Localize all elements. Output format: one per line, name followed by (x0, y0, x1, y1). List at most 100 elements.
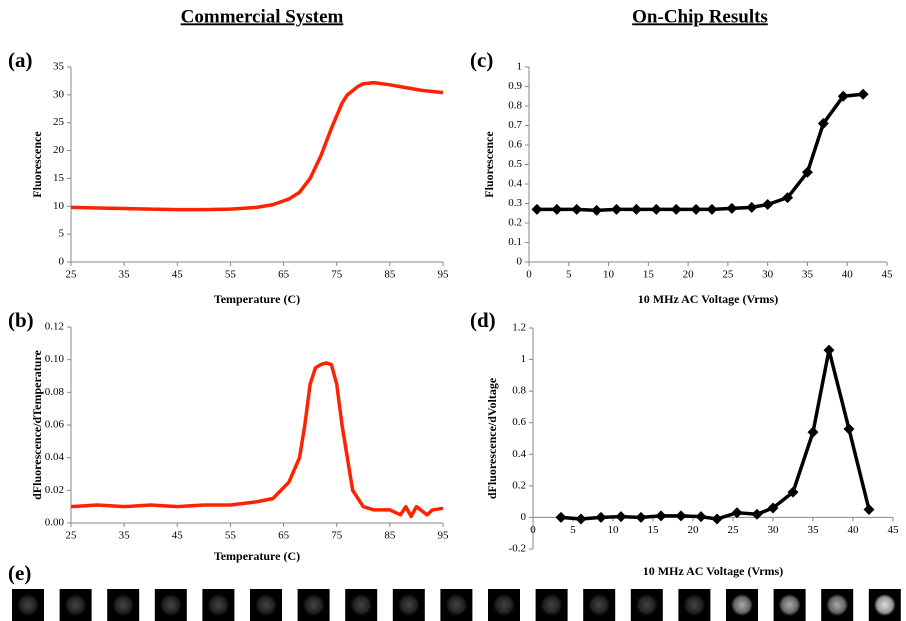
marker (531, 204, 542, 215)
marker (616, 511, 627, 522)
marker (576, 514, 587, 525)
droplet (636, 594, 658, 616)
y-tick-label: 20 (53, 144, 65, 156)
y-tick-label: 0.08 (45, 386, 65, 398)
x-tick-label: 15 (648, 524, 660, 536)
y-tick-label: 0.2 (508, 217, 522, 229)
droplet (207, 594, 229, 616)
marker (746, 202, 757, 213)
x-tick-label: 85 (384, 530, 396, 542)
y-tick-label: 0.10 (45, 353, 65, 365)
y-tick-label: 0.8 (508, 100, 522, 112)
marker (651, 204, 662, 215)
x-tick-label: 95 (438, 269, 450, 281)
data-line (71, 363, 443, 517)
y-tick-label: 0 (59, 256, 65, 268)
heading: Commercial System (181, 6, 344, 27)
marker (631, 204, 642, 215)
marker (864, 504, 875, 515)
x-tick-label: 75 (331, 269, 343, 281)
x-tick-label: 25 (66, 269, 78, 281)
droplet (17, 594, 39, 616)
droplet (683, 594, 705, 616)
x-axis-title: 10 MHz AC Voltage (Vrms) (643, 564, 783, 578)
droplet (255, 594, 277, 616)
y-tick-label: 0.02 (45, 484, 64, 496)
droplet (588, 594, 610, 616)
y-tick-label: 1 (521, 353, 527, 365)
y-tick-label: 0 (521, 511, 527, 523)
x-tick-label: 45 (888, 524, 900, 536)
x-tick-label: 35 (119, 269, 131, 281)
x-tick-label: 5 (566, 269, 572, 281)
droplet (493, 594, 515, 616)
y-tick-label: 0.4 (512, 448, 526, 460)
marker (712, 514, 723, 525)
marker (691, 204, 702, 215)
y-tick-label: 0.8 (512, 385, 526, 397)
y-tick-label: 0.2 (512, 479, 526, 491)
y-tick-label: -0.2 (509, 543, 526, 555)
marker (676, 510, 687, 521)
panel-label: (e) (8, 561, 31, 585)
y-tick-label: 0.9 (508, 80, 522, 92)
figure: Commercial System On-Chip Results (e) (a… (0, 0, 906, 621)
x-tick-label: 55 (225, 269, 237, 281)
y-tick-label: 0.5 (508, 158, 522, 170)
x-tick-label: 20 (688, 524, 700, 536)
panel-label: (a) (8, 48, 33, 72)
droplet (160, 594, 182, 616)
image-strip (12, 589, 901, 621)
y-tick-label: 1.2 (512, 322, 526, 334)
x-tick-label: 20 (683, 269, 695, 281)
x-tick-label: 35 (808, 524, 820, 536)
droplet (65, 594, 87, 616)
x-tick-label: 40 (848, 524, 860, 536)
x-tick-label: 35 (802, 269, 814, 281)
droplet (731, 594, 753, 616)
marker (732, 507, 743, 518)
heading: On-Chip Results (632, 6, 768, 27)
droplet (350, 594, 372, 616)
y-tick-label: 25 (53, 116, 65, 128)
droplet (874, 594, 896, 616)
droplet (112, 594, 134, 616)
x-tick-label: 55 (225, 530, 237, 542)
y-tick-label: 15 (53, 172, 65, 184)
y-tick-label: 0.4 (508, 178, 522, 190)
y-axis-title: dFluorescence/dTemperature (30, 349, 44, 499)
marker (762, 199, 773, 210)
page: Commercial System On-Chip Results (e) (a… (0, 0, 906, 621)
x-axis-title: 10 MHz AC Voltage (Vrms) (638, 292, 778, 306)
y-tick-label: 0.6 (512, 416, 526, 428)
droplet (779, 594, 801, 616)
marker (696, 511, 707, 522)
marker (656, 510, 667, 521)
marker (726, 203, 737, 214)
marker (591, 205, 602, 216)
x-tick-label: 25 (722, 269, 734, 281)
x-axis-title: Temperature (C) (214, 292, 300, 306)
x-tick-label: 45 (172, 269, 184, 281)
x-axis-title: Temperature (C) (214, 549, 300, 563)
marker (596, 512, 607, 523)
x-tick-label: 10 (608, 524, 620, 536)
marker (824, 345, 835, 356)
marker (671, 204, 682, 215)
marker (808, 427, 819, 438)
y-axis-title: Fluorescence (482, 131, 496, 198)
x-tick-label: 0 (526, 269, 532, 281)
x-tick-label: 15 (643, 269, 655, 281)
x-tick-label: 25 (66, 530, 78, 542)
x-tick-label: 65 (278, 269, 290, 281)
y-tick-label: 0.04 (45, 451, 65, 463)
droplet (398, 594, 420, 616)
y-tick-label: 10 (53, 200, 65, 212)
y-axis-title: dFluorescence/dVoltage (485, 377, 499, 499)
data-line (561, 350, 869, 519)
x-tick-label: 85 (384, 269, 396, 281)
data-line (537, 94, 863, 210)
droplet (303, 594, 325, 616)
marker (571, 204, 582, 215)
y-tick-label: 0.06 (45, 419, 65, 431)
